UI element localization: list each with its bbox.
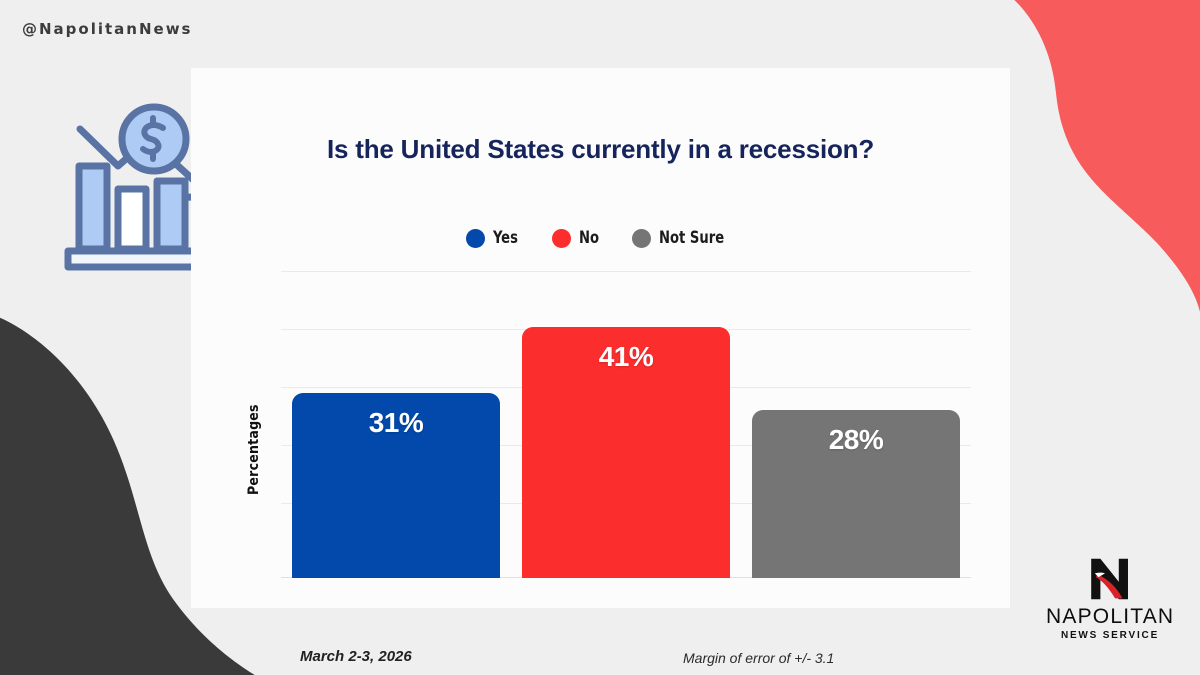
bar-group: 31% 41% 28%	[292, 263, 960, 578]
legend-label-no: No	[578, 228, 600, 248]
chart-legend: Yes No Not Sure	[191, 228, 1010, 248]
legend-label-yes: Yes	[492, 228, 518, 248]
bar-no[interactable]: 41%	[522, 327, 730, 578]
bar-yes[interactable]: 31%	[292, 393, 500, 578]
y-axis-label: Percentages	[246, 404, 262, 495]
brand-logo: NAPOLITAN NEWS SERVICE	[1046, 556, 1174, 641]
legend-swatch-no	[551, 228, 571, 248]
social-handle: @NapolitanNews	[22, 20, 193, 38]
legend-item-no[interactable]: No	[551, 228, 602, 248]
legend-swatch-yes	[465, 228, 485, 248]
brand-subtitle: NEWS SERVICE	[1060, 630, 1160, 641]
legend-item-not-sure[interactable]: Not Sure	[632, 228, 735, 248]
chart-title: Is the United States currently in a rece…	[326, 134, 875, 164]
bar-value-not-sure: 28%	[828, 424, 884, 455]
margin-of-error: Margin of error of +/- 3.1	[683, 650, 835, 666]
poll-date: March 2-3, 2026	[300, 648, 412, 665]
bar-not-sure[interactable]: 28%	[752, 410, 960, 578]
legend-swatch-not-sure	[632, 228, 652, 248]
chart-card: Is the United States currently in a rece…	[191, 68, 1010, 608]
plot-area: Percentages 31% 41% 28%	[246, 263, 971, 578]
legend-label-not-sure: Not Sure	[659, 228, 725, 248]
bar-value-no: 41%	[598, 341, 654, 372]
legend-item-yes[interactable]: Yes	[465, 228, 522, 248]
napolitan-n-logo-icon	[1091, 558, 1129, 600]
bar-value-yes: 31%	[368, 407, 424, 438]
brand-name: NAPOLITAN	[1046, 605, 1175, 628]
